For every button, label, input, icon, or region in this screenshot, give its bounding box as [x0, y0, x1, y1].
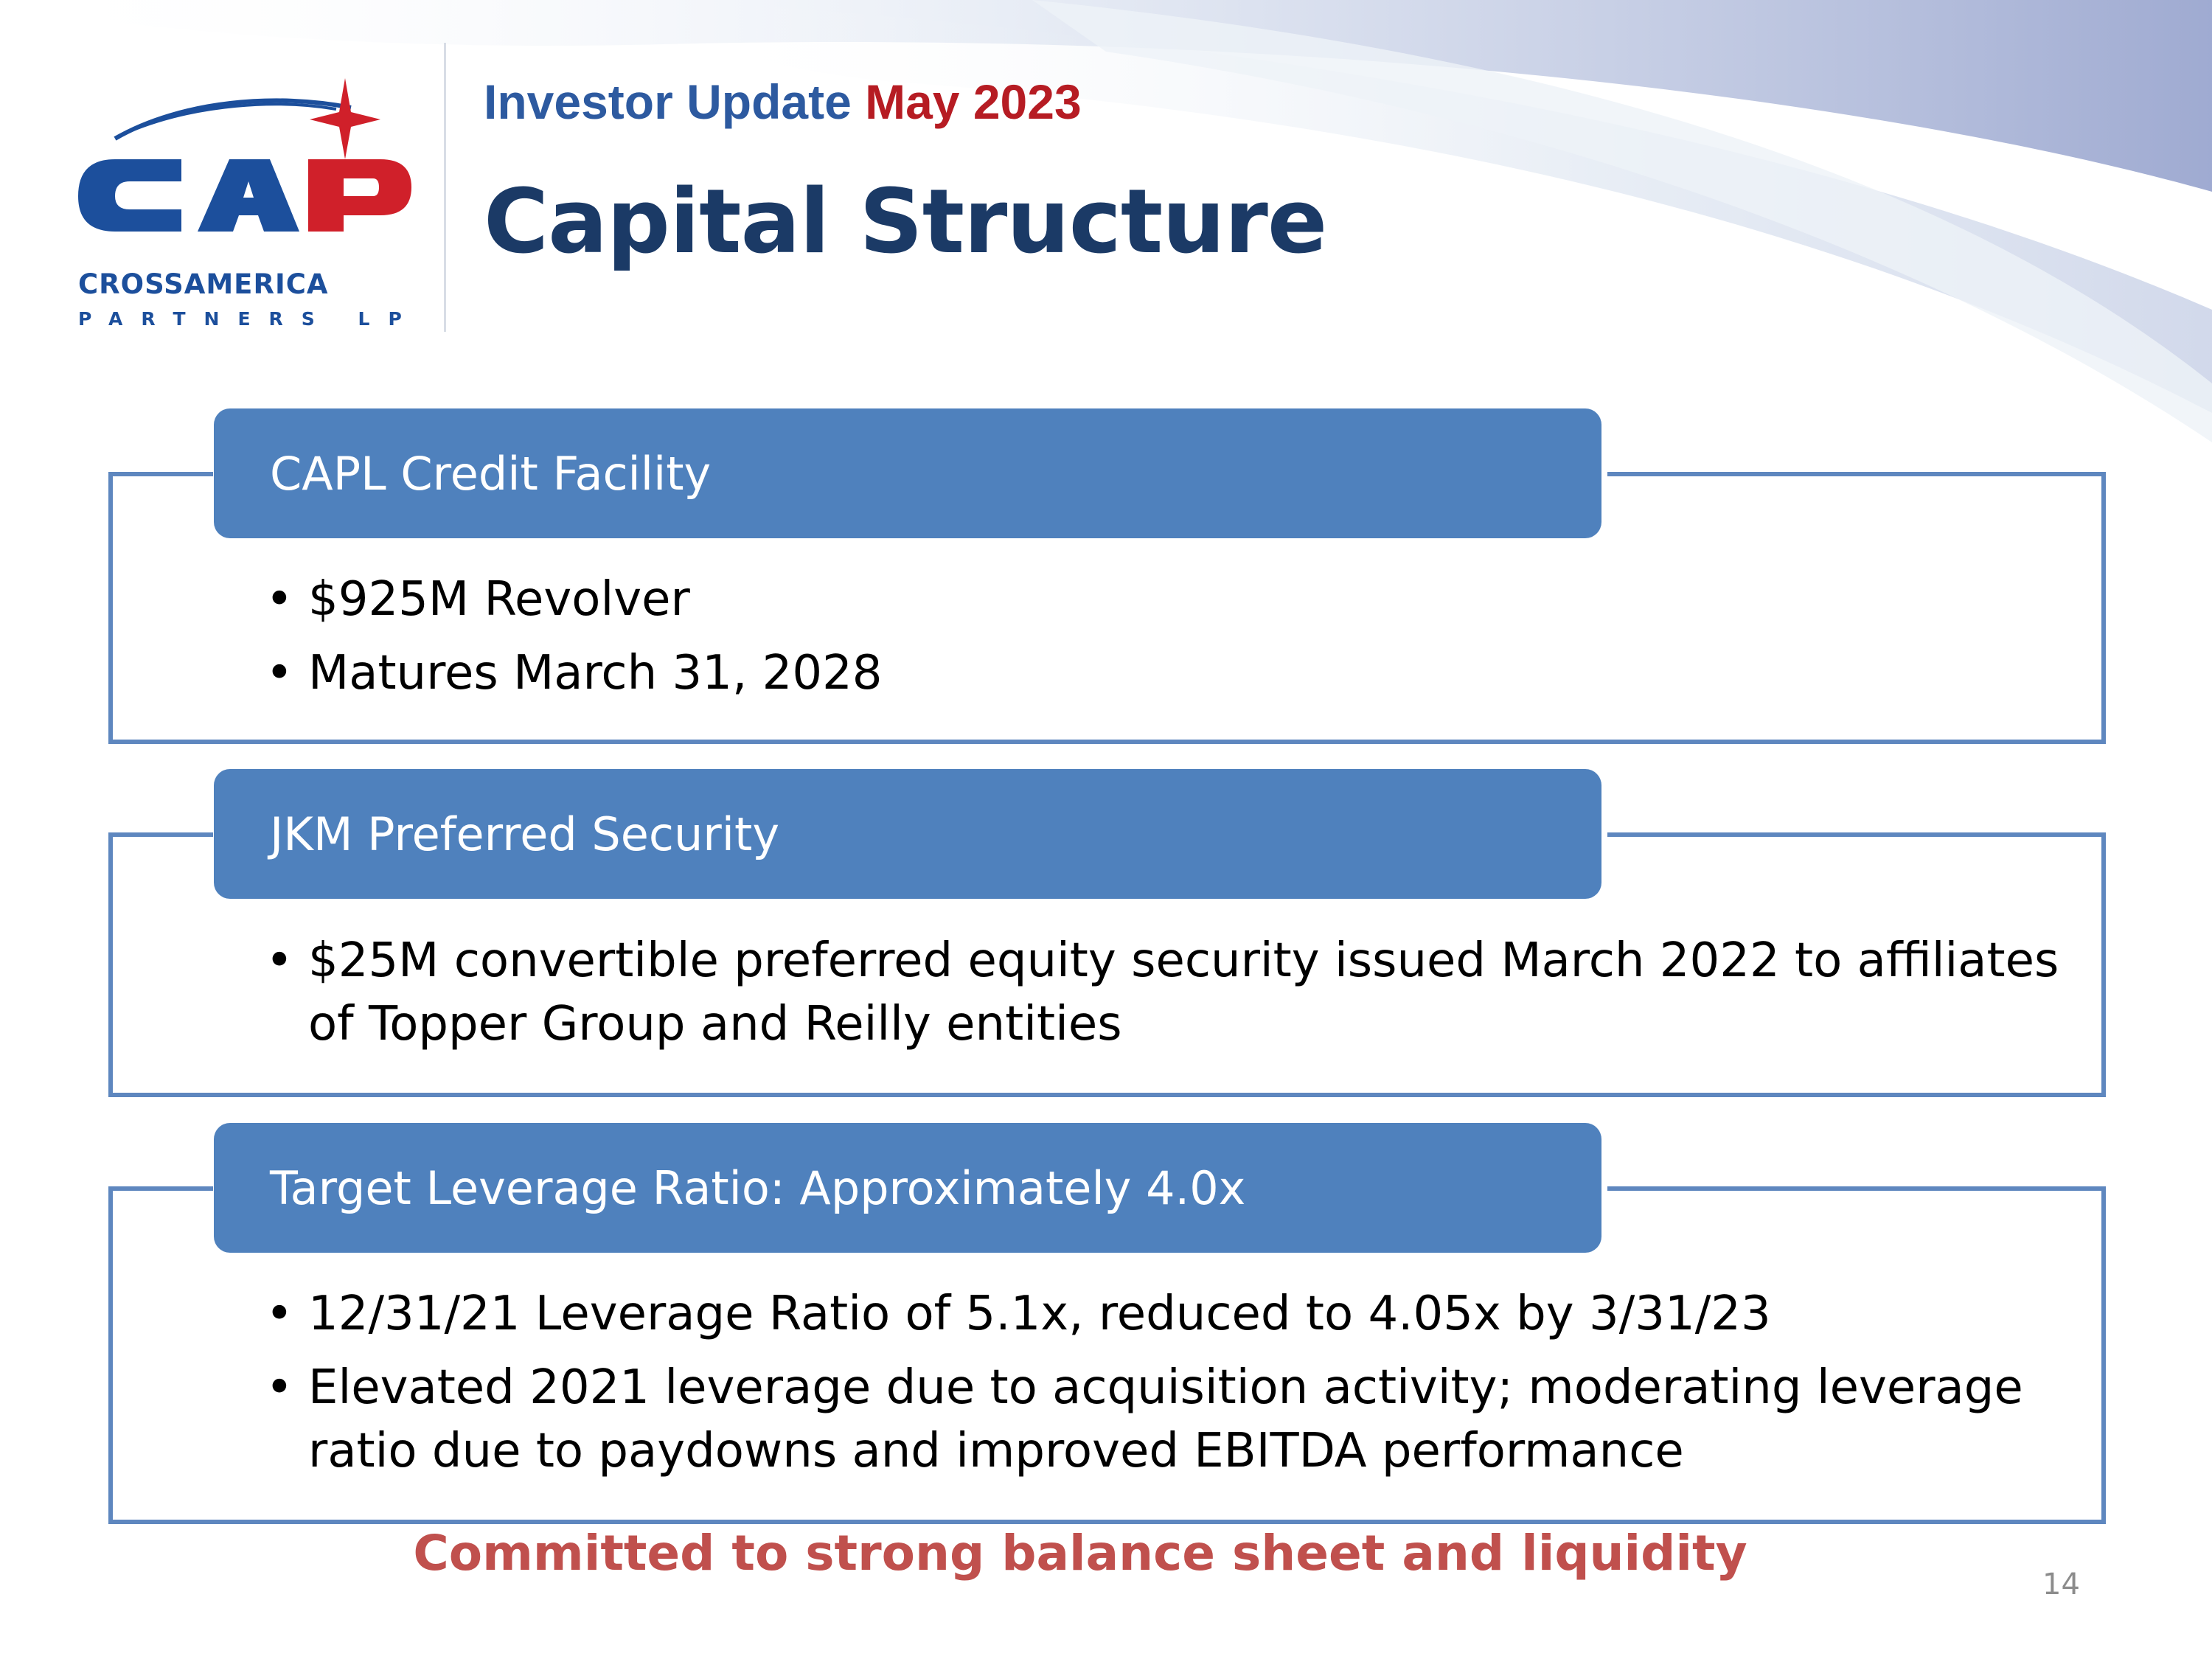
bullet-item: Elevated 2021 leverage due to acquisitio…: [265, 1356, 2087, 1483]
section-heading: CAPL Credit Facility: [214, 408, 1601, 538]
kicker-label: Investor Update: [484, 74, 852, 129]
section-frame: [108, 832, 2106, 1097]
cap-logo-mark: [78, 78, 411, 232]
bullet-list: 12/31/21 Leverage Ratio of 5.1x, reduced…: [265, 1282, 2087, 1493]
investor-update-kicker: Investor Update May 2023: [484, 74, 1082, 130]
section-frame-edge: [1607, 1186, 2106, 1191]
footer-statement: Committed to strong balance sheet and li…: [413, 1525, 1747, 1582]
company-logo: CROSSAMERICA PARTNERS LP: [71, 71, 417, 344]
section-frame: [108, 472, 2106, 744]
section-heading: Target Leverage Ratio: Approximately 4.0…: [214, 1123, 1601, 1253]
page-number: 14: [2042, 1568, 2080, 1601]
section-frame-edge: [108, 1186, 213, 1191]
bullet-list: $25M convertible preferred equity securi…: [265, 929, 2087, 1066]
kicker-date: May 2023: [865, 74, 1082, 129]
logo-company-suffix: PARTNERS LP: [78, 308, 420, 330]
bullet-item: $25M convertible preferred equity securi…: [265, 929, 2087, 1056]
background-swoosh: [0, 0, 2212, 442]
logo-company-name: CROSSAMERICA: [78, 268, 329, 300]
section-heading: JKM Preferred Security: [214, 769, 1601, 899]
section-frame-edge: [1607, 472, 2106, 476]
bullet-item: $925M Revolver: [265, 568, 2087, 631]
page-title: Capital Structure: [484, 171, 1327, 274]
section-frame-edge: [108, 832, 213, 837]
bullet-list: $925M Revolver Matures March 31, 2028: [265, 568, 2087, 715]
bullet-item: Matures March 31, 2028: [265, 641, 2087, 705]
section-frame-edge: [1607, 832, 2106, 837]
section-frame: [108, 1186, 2106, 1524]
header-divider: [444, 43, 446, 332]
bullet-item: 12/31/21 Leverage Ratio of 5.1x, reduced…: [265, 1282, 2087, 1346]
section-frame-edge: [108, 472, 213, 476]
